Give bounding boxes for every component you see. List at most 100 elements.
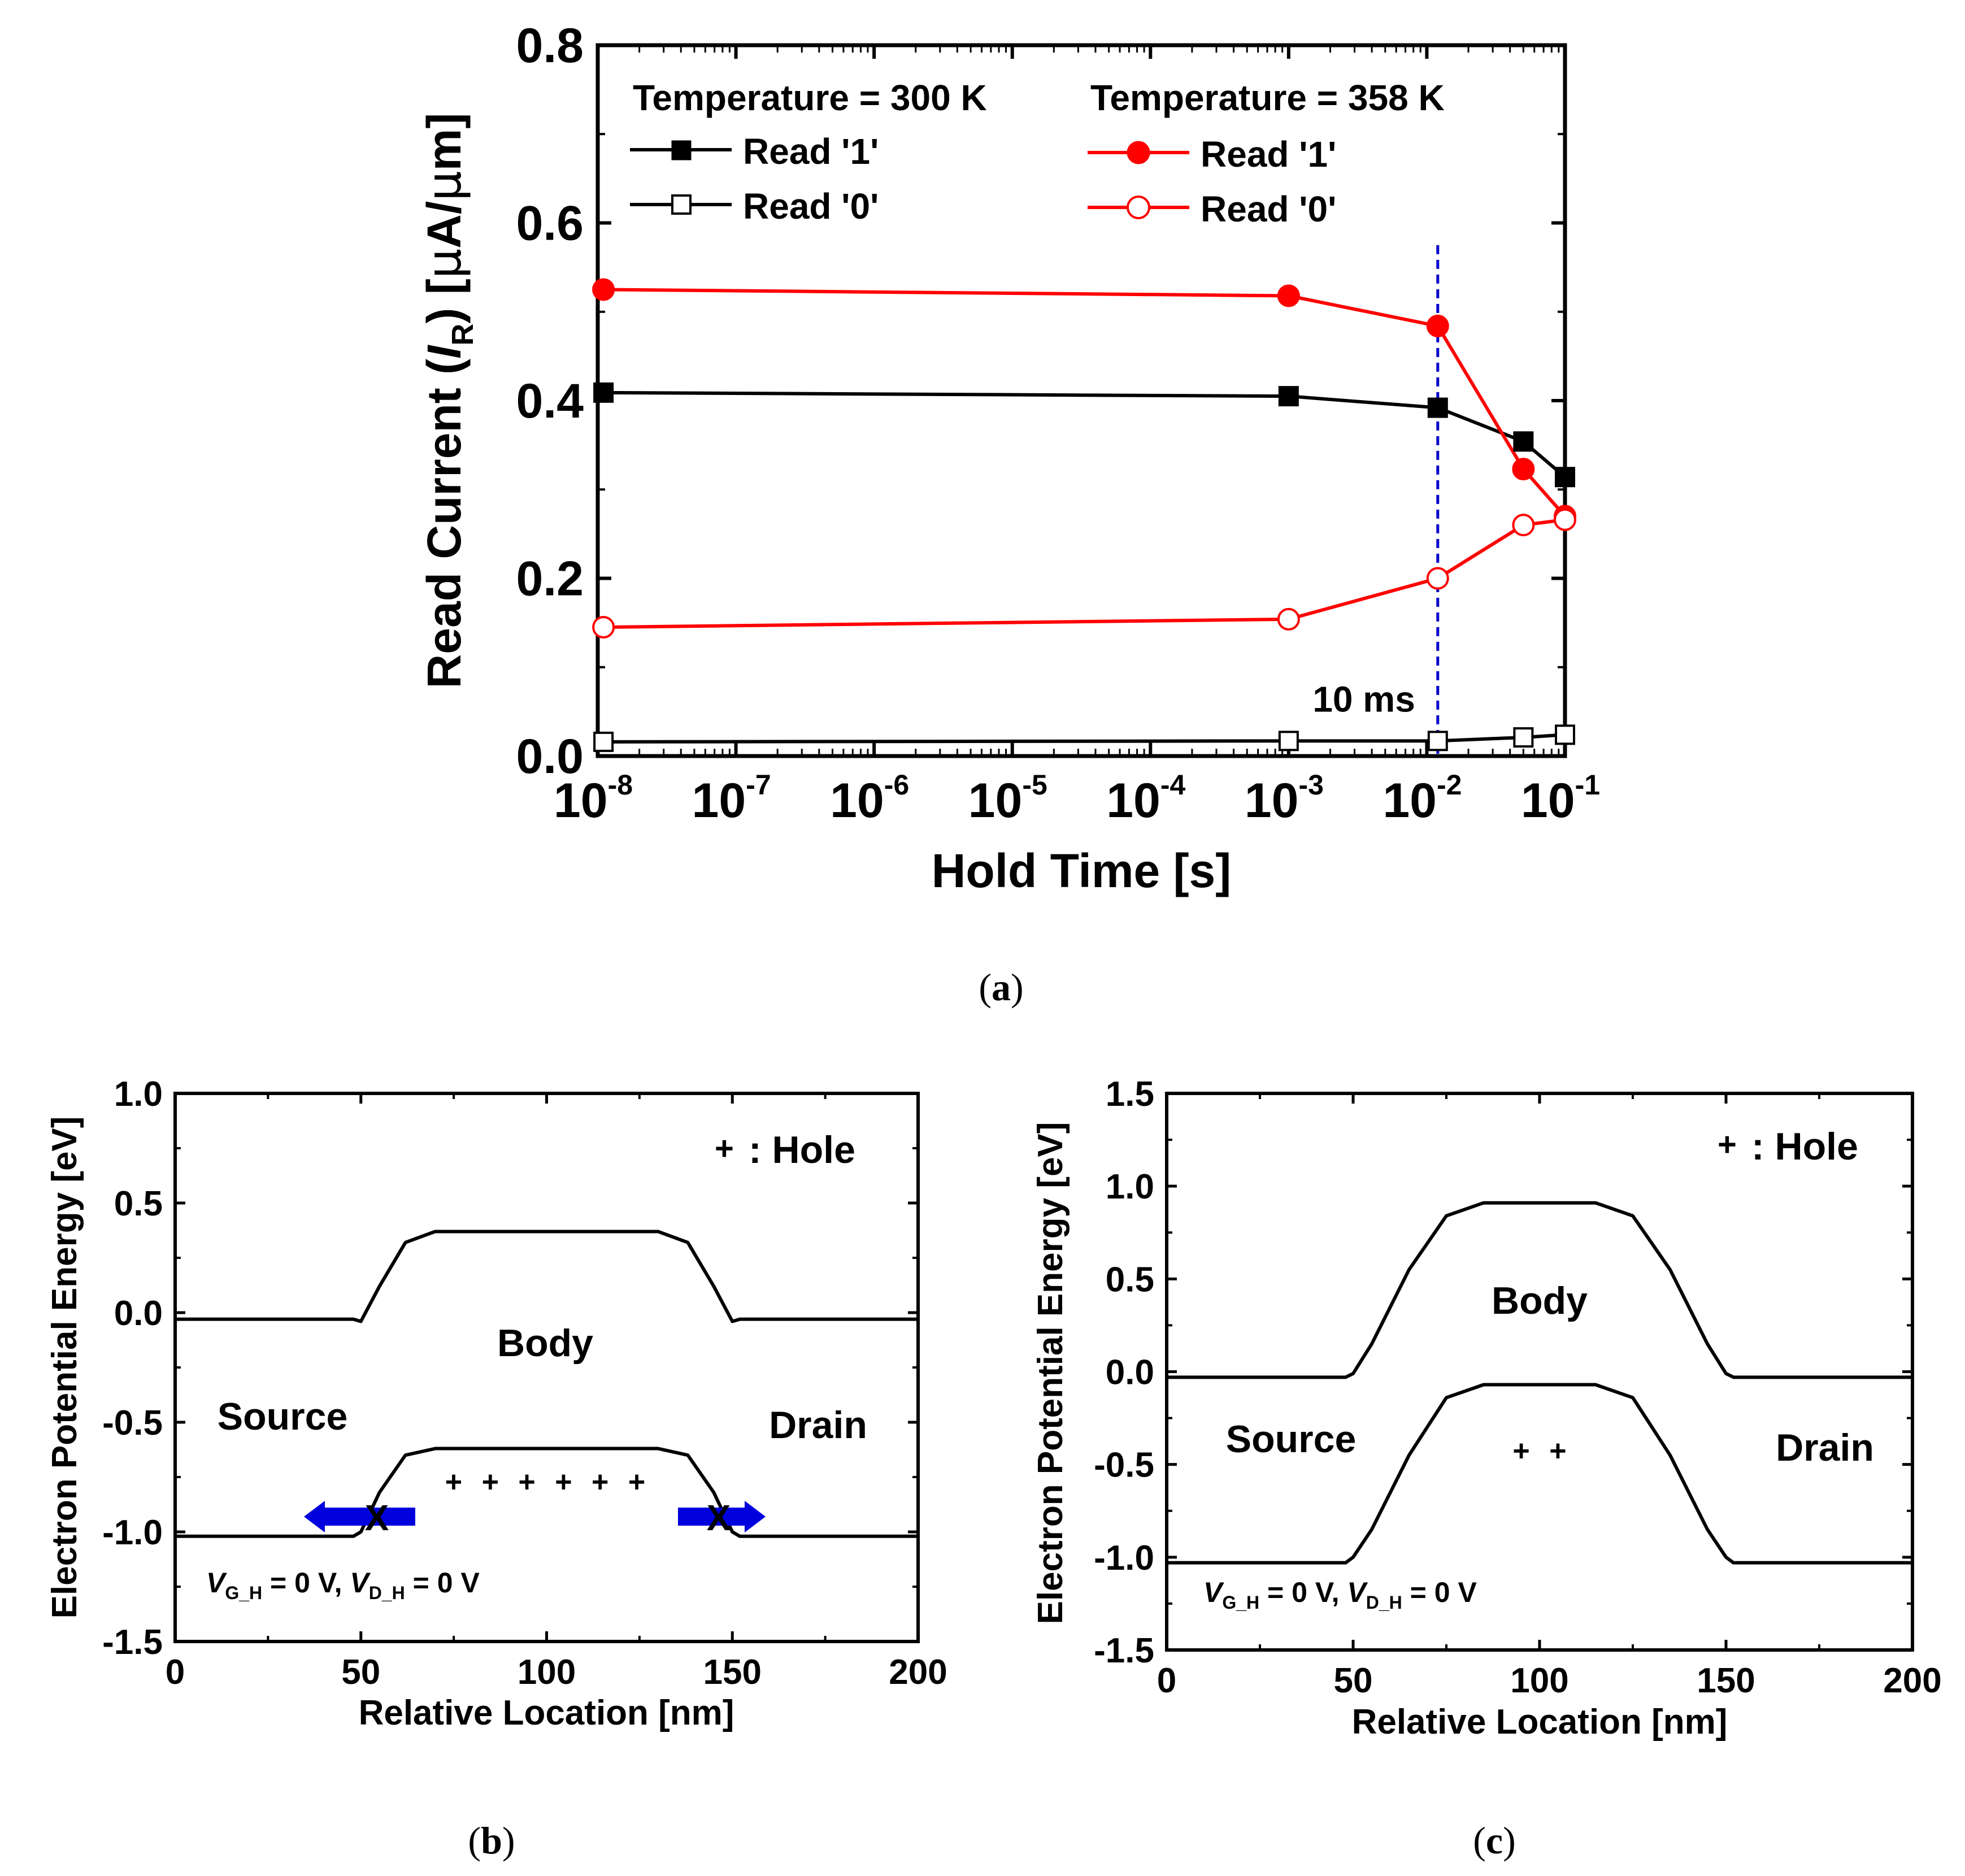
legend-marker-300-read1 bbox=[671, 140, 692, 160]
legend-marker-358-read1 bbox=[1127, 141, 1150, 164]
arrow-left-tail-b bbox=[350, 1508, 415, 1526]
arrow-left-b bbox=[304, 1501, 355, 1532]
holes-c: + + bbox=[1512, 1435, 1572, 1467]
x-tick-base-a: 10 bbox=[968, 774, 1023, 828]
bias-label-c: VG_H = 0 V, VD_H = 0 V bbox=[1203, 1577, 1477, 1613]
region-body-c: Body bbox=[1492, 1279, 1588, 1322]
bias-m2-b: = 0 V bbox=[405, 1567, 480, 1599]
y-tick-label-b: 0.0 bbox=[114, 1294, 163, 1333]
vline-label: 10 ms bbox=[1312, 679, 1415, 719]
data-point-a-0 bbox=[1513, 431, 1534, 452]
series-group-b bbox=[175, 1230, 918, 1538]
x-tick-base-a: 10 bbox=[1106, 774, 1160, 828]
x-tick-label-a: 10-1 bbox=[1521, 769, 1600, 828]
x-tick-label-a: 10-6 bbox=[830, 769, 909, 828]
hole-legend-text-b: : Hole bbox=[749, 1128, 855, 1171]
x-tick-label-b: 150 bbox=[703, 1653, 762, 1692]
legend-marker-300-read0 bbox=[671, 194, 692, 215]
data-point-a-0 bbox=[1278, 386, 1299, 407]
series-group-c bbox=[1167, 1201, 1912, 1565]
data-point-a-2 bbox=[592, 278, 615, 301]
bias-s1-b: G_H bbox=[225, 1583, 262, 1603]
x-tick-base-a: 10 bbox=[692, 774, 746, 828]
hole-legend-plus-c: + bbox=[1718, 1126, 1737, 1163]
x-tick-exp-a: -7 bbox=[746, 769, 771, 801]
legend-label-358-read1: Read '1' bbox=[1201, 134, 1336, 175]
data-point-a-3 bbox=[1277, 607, 1300, 631]
x-tick-base-a: 10 bbox=[830, 774, 884, 828]
x-tick-base-a: 10 bbox=[1521, 774, 1575, 828]
ylabel-italic: I bbox=[418, 345, 471, 359]
bias-label-b: VG_H = 0 V, VD_H = 0 V bbox=[206, 1567, 480, 1603]
x-tick-exp-a: -4 bbox=[1160, 769, 1186, 801]
cross-left-b: X bbox=[365, 1497, 389, 1538]
y-tick-label-c: 0.5 bbox=[1106, 1260, 1154, 1299]
y-axis-title-a: Read Current (IR) [μA/μm] bbox=[416, 113, 480, 689]
series-group-a bbox=[592, 278, 1576, 752]
caption-letter-a: a bbox=[992, 966, 1011, 1009]
y-tick-label-a: 0.4 bbox=[516, 374, 584, 428]
x-tick-exp-a: -3 bbox=[1298, 769, 1323, 801]
bias-v1-b: V bbox=[206, 1567, 227, 1599]
bias-v1-c: V bbox=[1203, 1577, 1224, 1608]
band-line-b-0 bbox=[175, 1230, 918, 1323]
legend-label-300-read1: Read '1' bbox=[743, 131, 879, 172]
caption-letter-c: c bbox=[1486, 1819, 1503, 1862]
legend-label-358-read0: Read '0' bbox=[1201, 189, 1336, 229]
x-tick-label-a: 10-8 bbox=[554, 769, 633, 828]
series-line-a-2 bbox=[603, 288, 1567, 518]
y-tick-label-a: 0.8 bbox=[516, 19, 584, 73]
legend-title-300: Temperature = 300 K bbox=[633, 77, 987, 118]
bias-s2-b: D_H bbox=[369, 1583, 405, 1603]
caption-letter-b: b bbox=[481, 1819, 502, 1862]
x-tick-base-a: 10 bbox=[1383, 774, 1437, 828]
data-point-a-2 bbox=[1512, 458, 1535, 481]
x-tick-exp-a: -8 bbox=[608, 769, 633, 801]
hole-legend-plus-b: + bbox=[715, 1130, 734, 1167]
y-tick-label-a: 0.0 bbox=[516, 729, 584, 784]
x-tick-label-c: 0 bbox=[1157, 1661, 1176, 1700]
ylabel-mu2: μ bbox=[416, 171, 472, 201]
ylabel-sub: R bbox=[446, 324, 480, 346]
region-drain-c: Drain bbox=[1776, 1426, 1874, 1469]
series-line-a-3 bbox=[603, 518, 1566, 629]
bias-s2-c: D_H bbox=[1366, 1592, 1402, 1613]
data-point-a-3 bbox=[592, 615, 615, 639]
x-axis-title-b: Relative Location [nm] bbox=[359, 1693, 734, 1732]
ylabel-mu: μ bbox=[416, 249, 472, 279]
bias-m1-b: = 0 V, bbox=[262, 1567, 350, 1599]
data-point-a-0 bbox=[1555, 467, 1575, 488]
x-tick-label-a: 10-7 bbox=[692, 769, 771, 828]
y-tick-label-c: -0.5 bbox=[1094, 1446, 1154, 1485]
x-tick-label-a: 10-3 bbox=[1245, 769, 1324, 828]
series-line-a-0 bbox=[603, 390, 1566, 479]
x-axis-title-a: Hold Time [s] bbox=[932, 844, 1232, 897]
legend-title-358: Temperature = 358 K bbox=[1090, 77, 1445, 118]
data-point-a-1 bbox=[593, 731, 614, 752]
y-tick-label-b: -1.5 bbox=[102, 1623, 163, 1662]
x-tick-label-a: 10-4 bbox=[1106, 769, 1185, 828]
legend-label-300-read0: Read '0' bbox=[743, 186, 879, 227]
region-source-c: Source bbox=[1226, 1418, 1357, 1461]
y-tick-label-c: -1.0 bbox=[1094, 1539, 1154, 1578]
x-tick-label-a: 10-2 bbox=[1383, 769, 1462, 828]
bias-v2-c: V bbox=[1347, 1577, 1368, 1608]
region-drain-b: Drain bbox=[769, 1404, 867, 1447]
x-tick-base-a: 10 bbox=[554, 774, 608, 828]
x-tick-label-b: 50 bbox=[341, 1653, 380, 1692]
data-point-a-2 bbox=[1277, 284, 1300, 307]
panel-a: 0.00.20.40.60.810-8 10-7 10-6 10-5 10-4 10-3 1… bbox=[416, 19, 1600, 1009]
cross-right-b: X bbox=[707, 1497, 731, 1538]
panel-caption-a: (a) bbox=[979, 966, 1023, 1009]
data-point-a-0 bbox=[1427, 397, 1448, 418]
data-point-a-1 bbox=[1427, 731, 1448, 752]
data-point-a-1 bbox=[1278, 731, 1299, 752]
y-tick-label-a: 0.6 bbox=[516, 197, 584, 251]
x-tick-base-a: 10 bbox=[1245, 774, 1299, 828]
x-tick-exp-a: -1 bbox=[1575, 769, 1600, 801]
legend-marker-358-read0 bbox=[1127, 196, 1150, 219]
holes-b: + + + + + + bbox=[445, 1466, 651, 1499]
data-point-a-1 bbox=[1513, 727, 1534, 748]
axis-ticks-b: 1.0 0.5 0.0 -0.5 -1.0 -1.50 50 100 150 200 bbox=[102, 1075, 947, 1692]
